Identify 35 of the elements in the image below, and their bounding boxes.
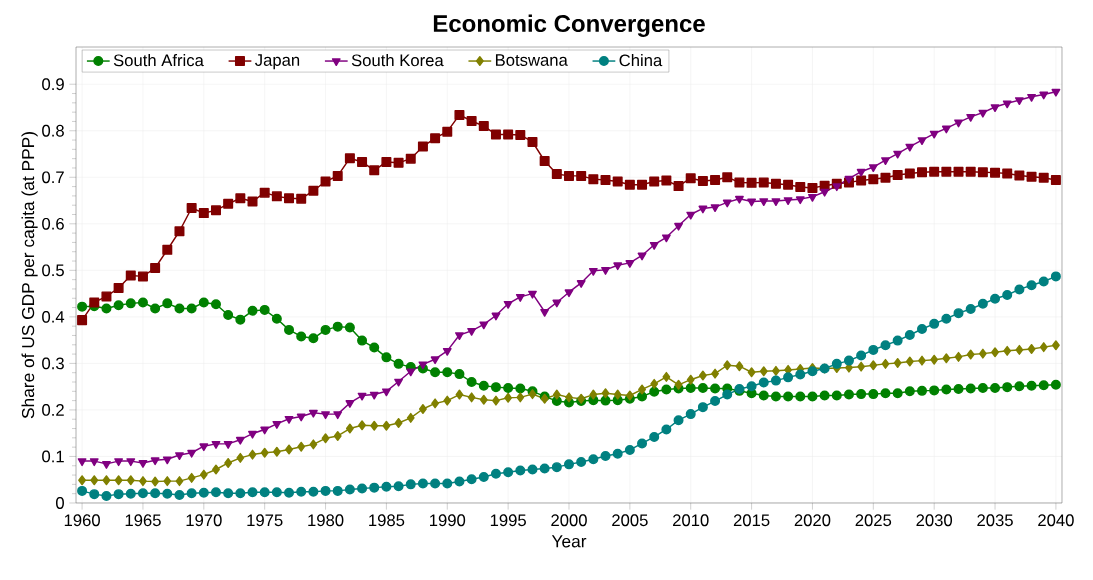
chart-title: Economic Convergence	[433, 14, 705, 37]
y-tick-label: 0.4	[42, 310, 65, 323]
y-axis-title: Share of US GDP per capita (at PPP)	[21, 132, 38, 419]
x-tick-label: 1980	[308, 514, 344, 527]
x-tick-label: 2035	[977, 514, 1013, 527]
x-tick-label: 1965	[125, 514, 161, 527]
x-tick-label: 2010	[673, 514, 709, 527]
y-tick-label: 0.3	[42, 357, 64, 370]
x-tick-label: 2025	[855, 514, 892, 527]
legend-label: Japan	[255, 54, 300, 70]
x-tick-label: 2030	[916, 514, 953, 527]
x-tick-label: 2000	[551, 514, 587, 527]
y-tick-label: 0.8	[42, 124, 64, 137]
x-tick-label: 2020	[794, 514, 831, 527]
x-tick-label: 2005	[612, 514, 648, 527]
x-tick-label: 1985	[369, 514, 405, 527]
x-tick-label: 1975	[247, 514, 283, 527]
y-tick-label: 0.6	[42, 217, 64, 230]
legend-label: Botswana	[495, 54, 568, 66]
x-tick-label: 1995	[490, 514, 526, 527]
x-tick-label: 2040	[1038, 514, 1074, 527]
y-tick-label: 0.7	[42, 171, 64, 184]
y-tick-label: 0	[56, 497, 64, 509]
y-tick-label: 0.1	[42, 450, 64, 463]
y-tick-label: 0.9	[42, 78, 64, 91]
y-tick-label: 0.5	[42, 264, 64, 277]
legend-label: South Africa	[113, 53, 204, 67]
legend-label: China	[619, 53, 663, 67]
legend-label: South Korea	[351, 53, 444, 67]
x-tick-label: 1990	[430, 514, 466, 527]
y-tick-label: 0.2	[42, 404, 64, 416]
x-tick-label: 1970	[186, 514, 222, 527]
x-tick-label: 2015	[733, 514, 770, 527]
x-tick-label: 1960	[64, 514, 100, 527]
x-axis-title: Year	[551, 535, 587, 548]
